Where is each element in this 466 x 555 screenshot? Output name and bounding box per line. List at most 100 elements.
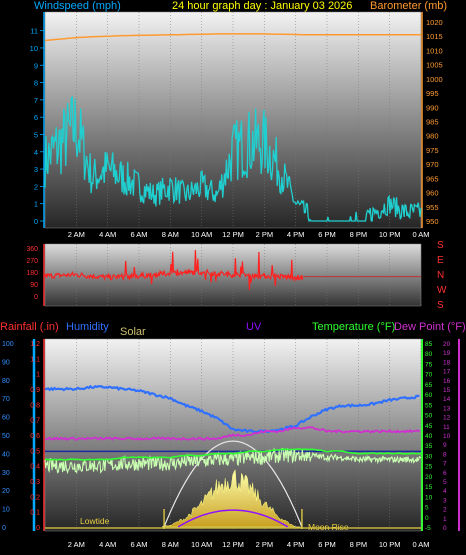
- time-label-top: 10 PM: [379, 230, 401, 239]
- compass-label: S: [437, 240, 444, 251]
- rain-tick-label: 1.2: [30, 341, 40, 348]
- temperature-tick-label: 85: [425, 341, 433, 348]
- barometer-tick-label: 980: [426, 132, 439, 141]
- time-label-bottom: 2 AM: [68, 540, 85, 549]
- wind-tick-label: 10: [30, 44, 38, 53]
- time-label-bottom: 8 AM: [162, 540, 179, 549]
- direction-tick-label: 90: [30, 282, 38, 289]
- dewpoint-tick-label: 19: [443, 350, 451, 357]
- dewpoint-tick-label: 0: [443, 525, 447, 532]
- dewpoint-tick-label: 11: [443, 424, 450, 431]
- humidity-line: [44, 384, 420, 435]
- graph-title: 24 hour graph day : January 03 2026: [172, 0, 352, 12]
- temperature-tick-label: 10: [425, 494, 433, 501]
- uv-label: UV: [246, 321, 262, 333]
- barometer-tick-label: 1005: [426, 61, 443, 70]
- temperature-label: Temperature (°F): [312, 321, 395, 333]
- temperature-tick-label: 20: [425, 474, 433, 481]
- temperature-tick-label: 25: [425, 464, 433, 471]
- moonrise-label: Moon Rise: [308, 522, 349, 532]
- rain-tick-label: 0.6: [30, 433, 40, 440]
- barometer-tick-label: 1010: [426, 46, 443, 55]
- barometer-tick-label: 990: [426, 103, 439, 112]
- humidity-tick-label: 90: [2, 359, 10, 366]
- time-label-top: 4 PM: [287, 230, 305, 239]
- humidity-tick-label: 40: [2, 451, 10, 458]
- compass-label: N: [437, 270, 444, 281]
- temperature-tick-label: 60: [425, 392, 433, 399]
- dewpoint-tick-label: 17: [443, 369, 451, 376]
- time-label-top: 12 PM: [222, 230, 244, 239]
- wind-tick-label: 7: [34, 96, 38, 105]
- temperature-tick-label: 45: [425, 423, 433, 430]
- solar-area: [162, 468, 301, 528]
- uv-line: [177, 509, 289, 528]
- rain-tick-label: 0.1: [30, 510, 40, 517]
- direction-tick-label: 180: [26, 270, 38, 277]
- barometer-tick-label: 975: [426, 146, 439, 155]
- compass-label: S: [437, 300, 444, 311]
- dewpoint-label: Dew Point (°F): [394, 321, 466, 333]
- time-label-top: 6 AM: [130, 230, 147, 239]
- rain-tick-label: 0.5: [30, 448, 40, 455]
- compass-label: W: [437, 285, 447, 296]
- rain-tick-label: 1: [36, 372, 40, 379]
- time-label-top: 6 PM: [318, 230, 336, 239]
- windspeed-header: Windspeed (mph): [34, 0, 121, 12]
- dewpoint-tick-label: 3: [443, 497, 447, 504]
- temperature-tick-label: 75: [425, 361, 433, 368]
- compass-label: E: [437, 255, 444, 266]
- wind-tick-label: 4: [34, 148, 38, 157]
- dewpoint-tick-label: 20: [443, 341, 451, 348]
- humidity-tick-label: 20: [2, 488, 10, 495]
- wind-tick-label: 9: [34, 61, 38, 70]
- wind-tick-label: 5: [34, 130, 38, 139]
- temperature-tick-label: 70: [425, 372, 433, 379]
- rain-tick-label: 0.9: [30, 387, 40, 394]
- dewpoint-tick-label: 10: [443, 433, 451, 440]
- barometer-tick-label: 1015: [426, 32, 443, 41]
- humidity-tick-label: 100: [2, 341, 14, 348]
- barometer-tick-label: 960: [426, 189, 439, 198]
- wind-tick-label: 11: [30, 27, 38, 36]
- time-label-top: 8 PM: [350, 230, 368, 239]
- windspeed-line: [44, 95, 422, 223]
- humidity-tick-label: 30: [2, 470, 10, 477]
- dewpoint-tick-label: 8: [443, 451, 447, 458]
- rainfall-label: Rainfall (.in): [0, 321, 59, 333]
- humidity-label: Humidity: [66, 321, 109, 333]
- wind-direction-line: [44, 250, 304, 291]
- temperature-tick-label: 65: [425, 382, 433, 389]
- dewpoint-tick-label: 12: [443, 415, 451, 422]
- temperature-tick-label: 0: [425, 515, 429, 522]
- wind-tick-label: 6: [34, 113, 38, 122]
- dewpoint-tick-label: 1: [443, 516, 447, 523]
- time-label-top: 4 AM: [99, 230, 116, 239]
- time-label-bottom: 2 PM: [256, 540, 274, 549]
- dewpoint-tick-label: 2: [443, 507, 447, 514]
- dewpoint-tick-label: 5: [443, 479, 447, 486]
- rain-tick-label: 0: [36, 525, 40, 532]
- barometer-tick-label: 965: [426, 174, 439, 183]
- time-label-bottom: 4 PM: [287, 540, 305, 549]
- time-label-top: 0 AM: [412, 230, 429, 239]
- humidity-tick-label: 80: [2, 378, 10, 385]
- time-label-bottom: 0 AM: [412, 540, 429, 549]
- direction-tick-label: 0: [34, 294, 38, 301]
- rain-tick-label: 0.8: [30, 402, 40, 409]
- time-label-bottom: 4 AM: [99, 540, 116, 549]
- temperature-tick-label: 30: [425, 453, 433, 460]
- barometer-line: [44, 33, 421, 42]
- temperature-tick-label: 35: [425, 443, 433, 450]
- dewpoint-tick-label: 6: [443, 470, 447, 477]
- temperature-tick-label: -5: [425, 525, 431, 532]
- barometer-tick-label: 985: [426, 118, 439, 127]
- wind-tick-label: 2: [34, 182, 38, 191]
- temperature-tick-label: 50: [425, 413, 433, 420]
- barometer-tick-label: 950: [426, 217, 439, 226]
- dewpoint-tick-label: 16: [443, 378, 451, 385]
- barometer-header: Barometer (mb): [370, 0, 447, 12]
- temperature-tick-label: 5: [425, 505, 429, 512]
- dewpoint-tick-label: 15: [443, 387, 451, 394]
